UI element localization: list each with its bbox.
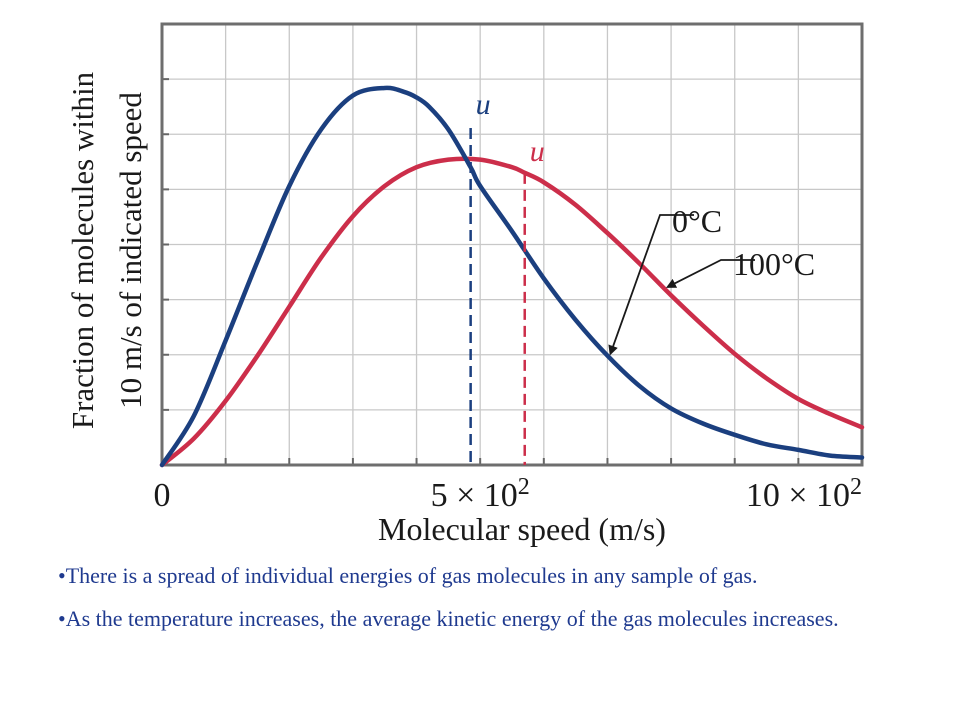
mean-lines: uu [469,88,545,465]
x-tick-label: 5 × 102 [431,474,530,514]
x-tick-label: 10 × 102 [746,474,862,514]
legend: 0°C 100°C [608,203,815,356]
bullet-list: •There is a spread of individual energie… [58,560,928,646]
mean-speed-label-100c: u [530,135,545,168]
x-axis-label: Molecular speed (m/s) [378,511,666,547]
mean-speed-label-0c: u [476,88,491,121]
legend-leader-0c [608,214,694,356]
x-tick-labels: 0 5 × 102 10 × 102 [154,474,863,514]
y-axis-label: Fraction of molecules within 10 m/s of i… [65,71,148,429]
legend-label-0c: 0°C [672,203,722,239]
legend-leader-100c [665,259,755,288]
legend-label-100c: 100°C [733,246,815,282]
series-line-100c [159,156,865,468]
plot-frame [160,22,864,467]
y-axis-label-line-1: Fraction of molecules within [65,71,100,429]
y-axis-label-line-2: 10 m/s of indicated speed [113,92,148,409]
x-tick-label: 0 [154,477,171,514]
bullet-spread: •There is a spread of individual energie… [58,563,758,588]
bullet-temperature: •As the temperature increases, the avera… [58,606,839,631]
